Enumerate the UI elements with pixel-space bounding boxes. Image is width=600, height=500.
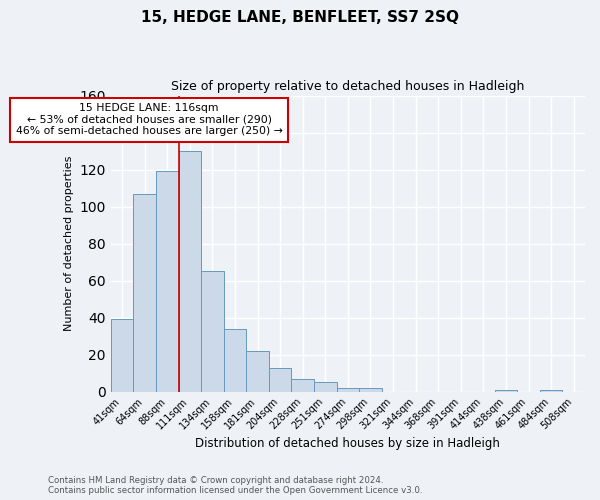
- Bar: [337, 388, 359, 392]
- Y-axis label: Number of detached properties: Number of detached properties: [64, 156, 74, 332]
- Bar: [224, 328, 246, 392]
- Text: 15 HEDGE LANE: 116sqm
← 53% of detached houses are smaller (290)
46% of semi-det: 15 HEDGE LANE: 116sqm ← 53% of detached …: [16, 103, 283, 136]
- Title: Size of property relative to detached houses in Hadleigh: Size of property relative to detached ho…: [171, 80, 524, 93]
- Bar: [359, 388, 382, 392]
- Bar: [201, 272, 224, 392]
- Bar: [494, 390, 517, 392]
- Bar: [246, 351, 269, 392]
- Bar: [133, 194, 156, 392]
- Bar: [179, 151, 201, 392]
- Bar: [111, 320, 133, 392]
- Bar: [292, 378, 314, 392]
- X-axis label: Distribution of detached houses by size in Hadleigh: Distribution of detached houses by size …: [196, 437, 500, 450]
- Bar: [314, 382, 337, 392]
- Bar: [156, 172, 179, 392]
- Text: 15, HEDGE LANE, BENFLEET, SS7 2SQ: 15, HEDGE LANE, BENFLEET, SS7 2SQ: [141, 10, 459, 25]
- Bar: [540, 390, 562, 392]
- Text: Contains HM Land Registry data © Crown copyright and database right 2024.
Contai: Contains HM Land Registry data © Crown c…: [48, 476, 422, 495]
- Bar: [269, 368, 292, 392]
